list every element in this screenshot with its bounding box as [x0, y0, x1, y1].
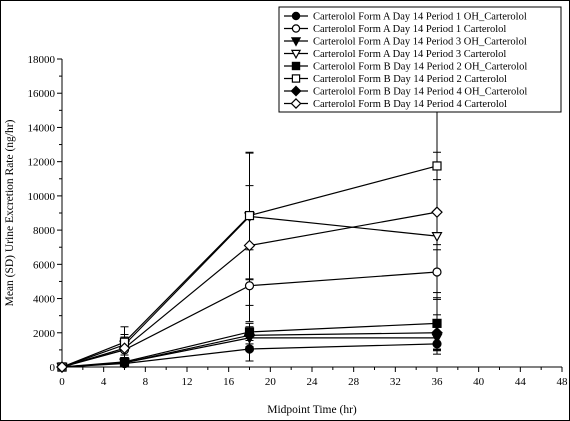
x-axis-title: Midpoint Time (hr) [267, 404, 357, 416]
x-tick-label: 36 [432, 376, 444, 388]
legend: Carterolol Form A Day 14 Period 1 OH_Car… [278, 6, 562, 113]
legend-label: Carterolol Form A Day 14 Period 3 Carter… [313, 49, 506, 60]
x-tick-label: 20 [265, 376, 277, 388]
data-point [56, 361, 68, 373]
series-line [61, 332, 438, 368]
data-point [291, 61, 301, 71]
y-tick-label: 10000 [28, 191, 56, 203]
data-point [118, 342, 131, 355]
data-point [244, 210, 255, 221]
series-markers-8 [56, 206, 443, 373]
legend-label: Carterolol Form B Day 14 Period 2 OH_Car… [313, 62, 527, 73]
x-tick-label: 44 [515, 376, 527, 388]
y-tick-label: 0 [50, 362, 56, 374]
data-point [432, 318, 442, 328]
data-point [244, 281, 255, 291]
data-point [432, 161, 442, 171]
data-point [290, 98, 302, 109]
y-axis-title: Mean (SD) Urine Excretion Rate (ng/hr) [4, 119, 16, 306]
x-tick-label: 48 [557, 376, 569, 388]
series-line [61, 271, 438, 368]
data-point [290, 85, 302, 97]
legend-label: Carterolol Form A Day 14 Period 1 Carter… [313, 24, 506, 35]
y-tick-label: 8000 [33, 225, 56, 237]
data-point [291, 24, 301, 33]
data-point [431, 206, 443, 218]
series-line [61, 211, 438, 368]
legend-label: Carterolol Form A Day 14 Period 1 OH_Car… [313, 12, 527, 23]
data-point [432, 267, 442, 277]
x-tick-label: 12 [182, 376, 193, 388]
data-point [244, 344, 255, 354]
x-tick-label: 4 [101, 376, 107, 388]
legend-label: Carterolol Form B Day 14 Period 4 Carter… [313, 99, 507, 110]
data-point [243, 329, 256, 342]
data-point [290, 49, 302, 60]
x-tick-label: 0 [59, 376, 65, 388]
data-point [431, 326, 443, 339]
data-point [291, 11, 301, 21]
x-tick-label: 16 [223, 376, 235, 388]
y-tick-label: 16000 [28, 88, 56, 100]
data-point [118, 356, 131, 369]
plot-area: 0 4 8 12 16 20 24 28 32 36 40 44 4802000400060008000… [28, 54, 569, 388]
data-point [431, 232, 443, 243]
legend-label: Carterolol Form A Day 14 Period 3 OH_Car… [313, 37, 527, 48]
x-tick-label: 40 [473, 376, 485, 388]
y-tick-label: 4000 [33, 294, 56, 306]
x-tick-label: 28 [348, 376, 360, 388]
series-line [61, 215, 438, 368]
x-tick-label: 24 [307, 376, 319, 388]
data-point [243, 239, 256, 252]
series-6 [61, 81, 441, 368]
y-tick-label: 12000 [28, 157, 56, 169]
data-point [290, 37, 302, 47]
legend-label: Carterolol Form B Day 14 Period 2 Carter… [313, 74, 507, 85]
y-tick-label: 6000 [33, 259, 56, 271]
y-tick-label: 2000 [33, 328, 56, 340]
legend-box [278, 6, 562, 113]
x-tick-label: 8 [143, 376, 149, 388]
data-point [291, 74, 301, 83]
series-line [61, 165, 438, 368]
y-tick-label: 14000 [28, 122, 56, 134]
x-tick-label: 32 [390, 376, 401, 388]
legend-label: Carterolol Form B Day 14 Period 4 OH_Car… [313, 87, 527, 98]
y-tick-label: 18000 [28, 54, 56, 66]
